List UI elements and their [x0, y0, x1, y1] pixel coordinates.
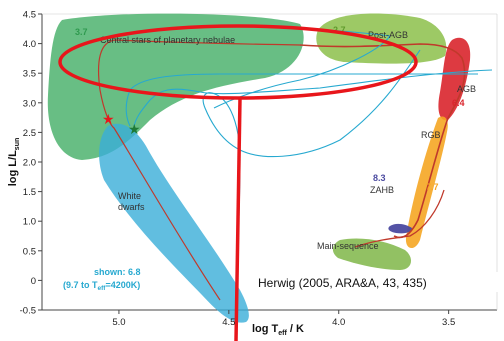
track-blue-1 — [125, 73, 478, 127]
regions — [47, 13, 471, 323]
mass-label-7-7: 7.7 — [426, 182, 439, 192]
y-axis-ticks: -0.5 0 0.5 1.0 1.5 2.0 2.5 3.0 3.5 4.0 4.5 — [20, 10, 42, 317]
region-zahb — [388, 223, 412, 234]
annotation-line — [234, 97, 242, 341]
label-central-stars: Central stars of planetary nebulae — [100, 35, 235, 45]
x-tick-label: 5.0 — [112, 317, 125, 328]
citation-box: Herwig (2005, ARA&A, 43, 435) — [255, 272, 498, 292]
track-post-agb-red — [97, 39, 301, 301]
region-white-dwarfs — [99, 123, 249, 323]
label-dwarfs: dwarfs — [118, 202, 145, 212]
shown-note: shown: 6.8 (9.7 to Teff=4200K) — [63, 267, 141, 292]
x-axis-label: log Teff / K — [252, 323, 304, 337]
mass-label-6-4: 6.4 — [452, 98, 465, 108]
label-zahb: ZAHB — [370, 185, 394, 195]
y-tick-label: 4.0 — [23, 39, 36, 50]
track-blue-4 — [213, 27, 391, 109]
y-tick-label: 2.0 — [23, 158, 36, 169]
label-rgb: RGB — [421, 130, 441, 140]
y-axis-label: log L/Lsun — [7, 138, 21, 187]
shown-note-line2: (9.7 to Teff=4200K) — [63, 280, 140, 292]
mass-label-3-7: 3.7 — [75, 27, 88, 37]
region-post-agb — [316, 13, 447, 64]
region-main-sequence — [332, 238, 412, 270]
star-markers: ★ ★ — [102, 111, 141, 137]
y-tick-label: 1.0 — [23, 217, 36, 228]
y-tick-label: 0 — [31, 276, 36, 287]
x-tick-label: 4.0 — [332, 317, 345, 328]
label-main-sequence: Main-sequence — [317, 241, 379, 251]
y-tick-label: 2.5 — [23, 128, 36, 139]
label-agb: AGB — [457, 84, 476, 94]
annotation-ellipse — [58, 24, 418, 100]
label-post-agb: Post-AGB — [368, 30, 408, 40]
y-tick-label: 1.5 — [23, 187, 36, 198]
x-axis-ticks: 5.0 4.5 4.0 3.5 — [112, 310, 455, 328]
red-star-icon: ★ — [102, 111, 115, 127]
x-tick-label: 4.5 — [222, 317, 235, 328]
annotation-overlay — [58, 24, 418, 341]
y-tick-label: 3.5 — [23, 69, 36, 80]
green-star-icon: ★ — [128, 121, 141, 137]
label-white: White — [118, 191, 141, 201]
y-tick-label: 0.5 — [23, 246, 36, 257]
track-red-hook — [354, 189, 445, 248]
region-rgb — [405, 116, 448, 249]
region-central-stars-pn — [47, 13, 304, 161]
mass-label-2-7: 2.7 — [333, 25, 346, 35]
y-tick-label: -0.5 — [20, 306, 36, 317]
x-tick-label: 3.5 — [442, 317, 455, 328]
mass-label-8-3: 8.3 — [373, 173, 386, 183]
y-tick-label: 3.0 — [23, 98, 36, 109]
citation-text: Herwig (2005, ARA&A, 43, 435) — [258, 276, 427, 290]
track-blue-2 — [133, 69, 493, 127]
shown-note-line1: shown: 6.8 — [94, 267, 141, 277]
region-labels: Central stars of planetary nebulae Post-… — [100, 30, 476, 251]
y-tick-label: 4.5 — [23, 10, 36, 21]
